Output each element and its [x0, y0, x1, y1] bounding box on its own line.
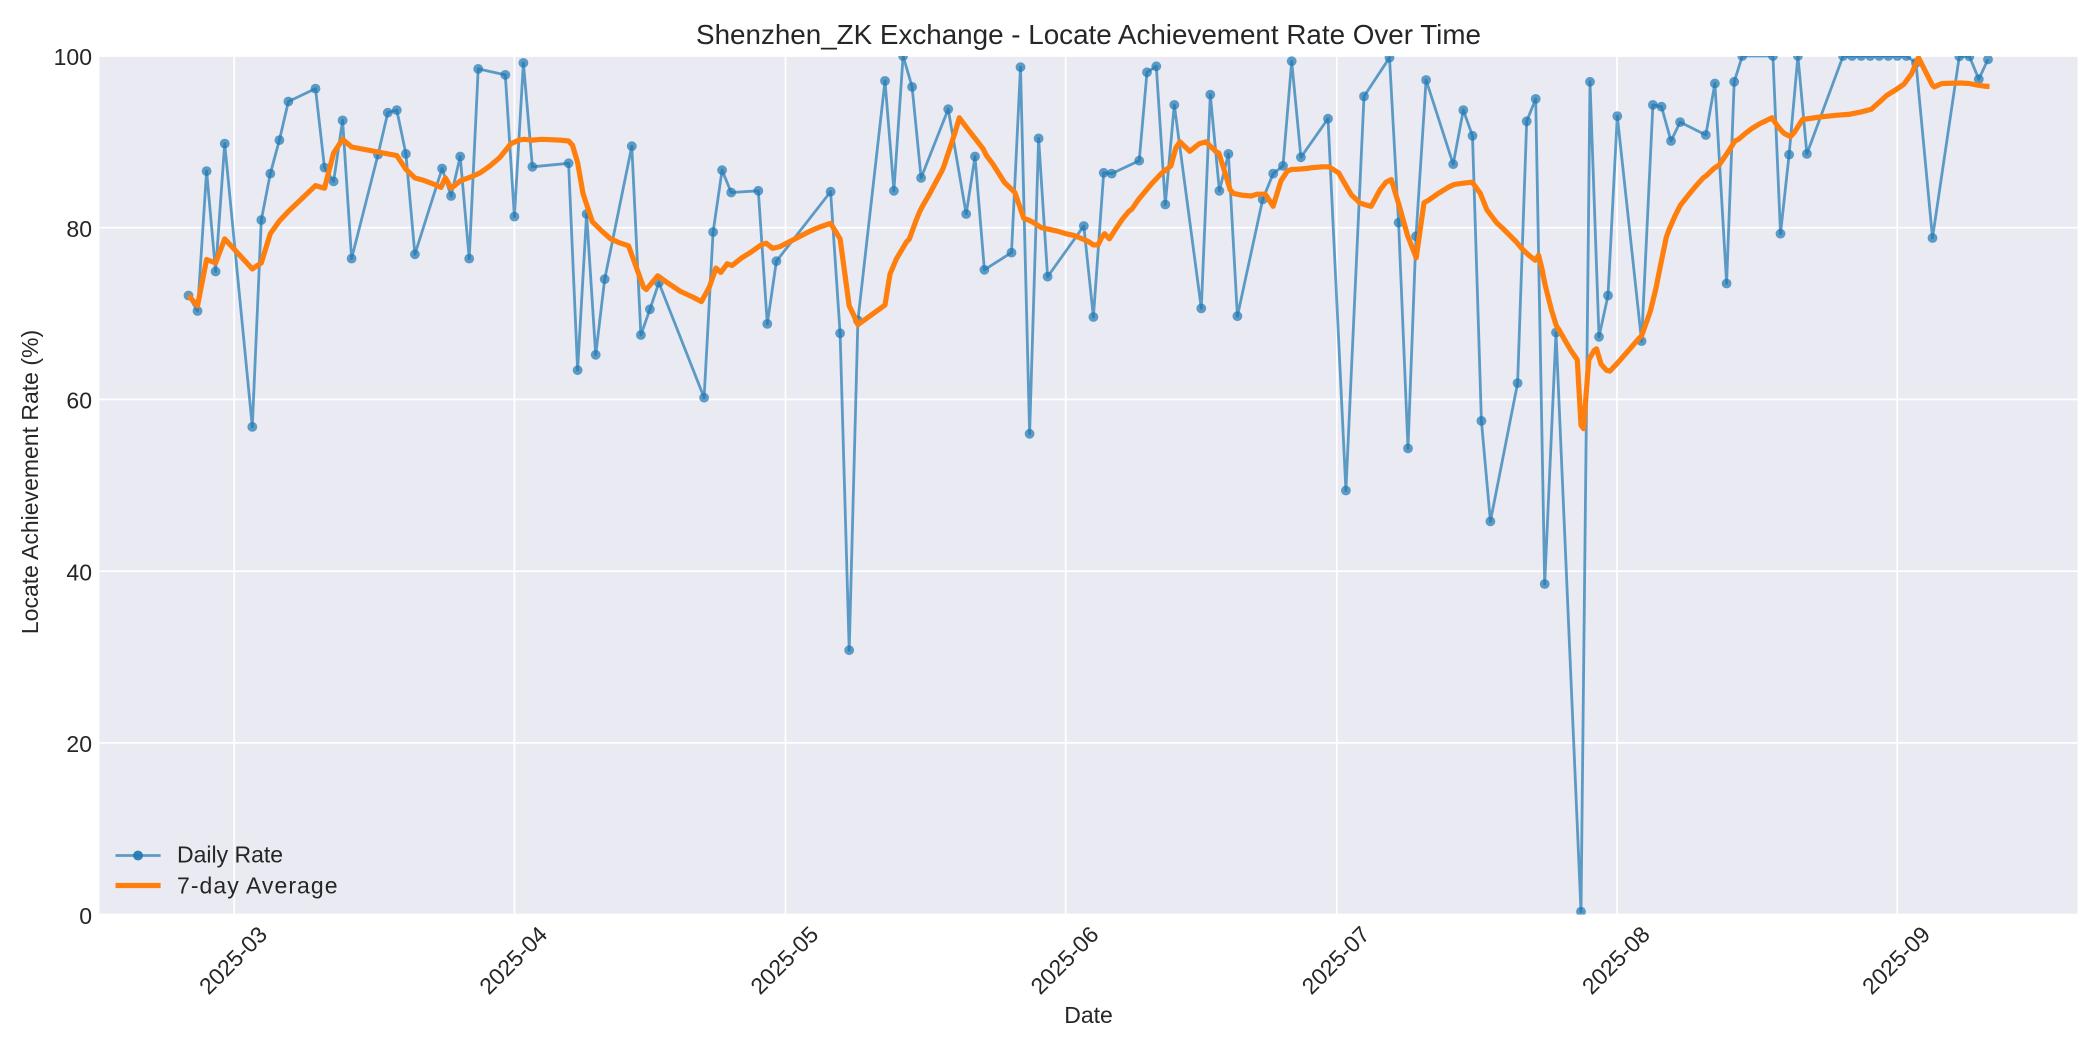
svg-text:80: 80 — [66, 216, 92, 242]
svg-text:Locate Achievement Rate (%): Locate Achievement Rate (%) — [17, 330, 43, 634]
svg-text:0: 0 — [79, 903, 92, 929]
svg-text:40: 40 — [66, 559, 92, 585]
svg-text:20: 20 — [66, 731, 92, 757]
svg-text:Shenzhen_ZK Exchange - Locate: Shenzhen_ZK Exchange - Locate Achievemen… — [696, 19, 1481, 50]
svg-text:60: 60 — [66, 388, 92, 414]
svg-text:Date: Date — [1064, 1002, 1113, 1028]
svg-text:Daily Rate: Daily Rate — [177, 841, 283, 867]
svg-text:100: 100 — [54, 44, 92, 70]
svg-text:7-day Average: 7-day Average — [177, 873, 339, 899]
